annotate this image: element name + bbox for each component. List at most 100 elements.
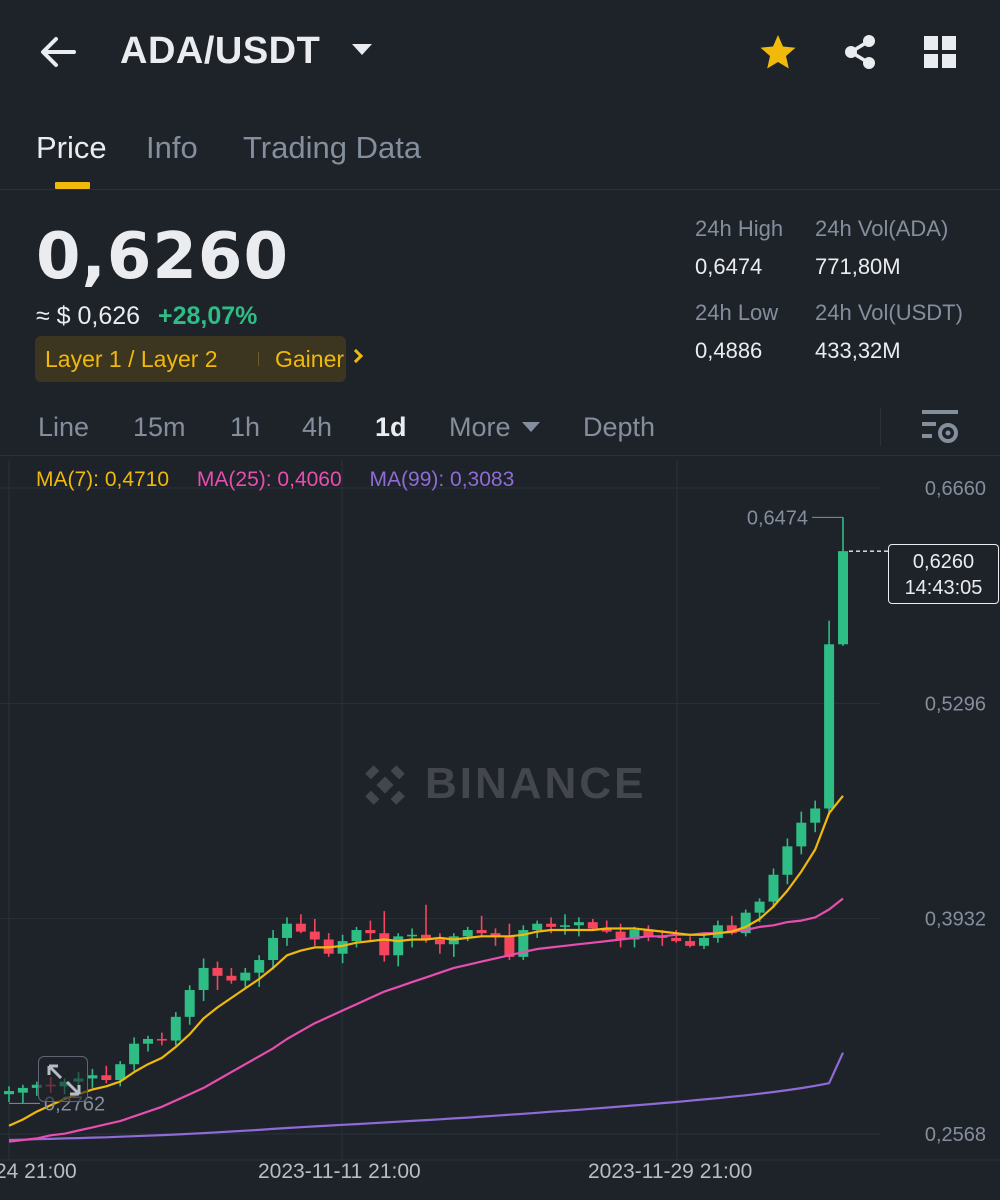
interval-more[interactable]: More — [449, 412, 511, 442]
ma99-line — [8, 1052, 845, 1142]
price-chart[interactable]: 0,6660 0,5296 0,3932 0,2568 -24 21:00 2023-11… — [0, 460, 1000, 1200]
low-value: 0,4886 — [695, 338, 763, 363]
candle-down — [685, 941, 696, 946]
candle-up — [796, 822, 807, 847]
last-price-tag: 0,6260 14:43:05 — [888, 544, 999, 604]
tags-chip[interactable]: Layer 1 / Layer 2 Gainer — [35, 336, 364, 382]
candle-up — [560, 925, 570, 927]
candle-up — [87, 1075, 98, 1079]
candle-down — [587, 922, 598, 929]
vol-quote-value: 433,32M — [815, 338, 901, 363]
tag-layer: Layer 1 / Layer 2 — [45, 346, 218, 372]
candle-up — [824, 644, 835, 809]
candle-down — [295, 923, 306, 932]
interval-bar: Line 15m 1h 4h 1d More Depth — [0, 400, 1000, 456]
candle-down — [379, 933, 390, 956]
candle-up — [393, 936, 404, 956]
price-axis-label: 0,2568 — [925, 1124, 986, 1146]
chart-settings-icon — [922, 410, 958, 443]
candle-down — [156, 1038, 167, 1041]
candle-down — [421, 934, 431, 940]
candle-up — [282, 923, 292, 938]
ma-lines-layer — [8, 795, 845, 1143]
high-marker-label: 0,6474 — [747, 507, 808, 529]
ma99-label: MA(99): 0,3083 — [369, 468, 515, 491]
interval-1d[interactable]: 1d — [375, 412, 407, 442]
candle-up — [129, 1043, 140, 1065]
candle-up — [198, 967, 209, 991]
price-change-percent: +28,07% — [158, 302, 258, 330]
candle-down — [490, 933, 501, 937]
ma-legend: MA(7): 0,4710 MA(25): 0,4060 MA(99): 0,3… — [36, 468, 536, 492]
ma7-line — [8, 795, 844, 1127]
pair-dropdown-icon[interactable] — [352, 44, 372, 55]
candle-up — [170, 1016, 181, 1041]
candle-up — [518, 930, 529, 957]
candle-up — [712, 925, 723, 938]
candle-up — [810, 808, 821, 823]
candle-up — [240, 972, 251, 981]
tab-info[interactable]: Info — [146, 130, 198, 165]
candle-up — [782, 846, 793, 875]
back-button[interactable] — [36, 30, 80, 74]
candle-down — [101, 1075, 112, 1081]
back-arrow-icon — [41, 37, 76, 67]
last-price: 0,6260 — [36, 220, 289, 294]
candle-up — [351, 930, 362, 942]
price-axis-label: 0,5296 — [925, 693, 986, 715]
interval-depth[interactable]: Depth — [583, 412, 656, 442]
interval-1h[interactable]: 1h — [230, 412, 261, 442]
candle-up — [4, 1091, 14, 1095]
favorite-button[interactable] — [756, 30, 800, 74]
candle-down — [434, 939, 445, 945]
candle-up — [838, 551, 848, 645]
grid-button[interactable] — [918, 30, 962, 74]
axis-labels-layer: 0,6660 0,5296 0,3932 0,2568 -24 21:00 2023-11… — [0, 478, 986, 1183]
candle-down — [309, 931, 320, 940]
high-label: 24h High — [695, 216, 784, 241]
interval-line[interactable]: Line — [38, 412, 90, 442]
star-icon — [760, 35, 796, 69]
candle-countdown: 14:43:05 — [904, 577, 983, 599]
ma25-label: MA(25): 0,4060 — [196, 468, 342, 491]
candle-up — [629, 930, 640, 940]
time-axis-label: -24 21:00 — [0, 1160, 77, 1183]
candle-down — [726, 925, 737, 934]
pair-title[interactable]: ADA/USDT — [120, 30, 321, 72]
candle-down — [643, 930, 654, 937]
vol-base-label: 24h Vol(ADA) — [815, 216, 949, 241]
interval-4h[interactable]: 4h — [302, 412, 333, 442]
share-button[interactable] — [838, 30, 882, 74]
top-bar: ADA/USDT — [0, 0, 1000, 104]
price-axis-label: 0,3932 — [925, 909, 986, 931]
active-tab-indicator — [55, 182, 90, 189]
share-icon — [845, 35, 875, 69]
candle-up — [17, 1087, 28, 1093]
candle-up — [337, 941, 348, 954]
candle-up — [699, 937, 709, 946]
time-axis-label: 2023-11-29 21:00 — [588, 1160, 752, 1183]
tag-divider — [258, 352, 259, 366]
candle-up — [407, 934, 418, 937]
tab-price[interactable]: Price — [36, 130, 107, 165]
candle-down — [476, 930, 487, 934]
candle-down — [212, 967, 223, 976]
last-price-tag-value: 0,6260 — [912, 551, 975, 573]
fullscreen-button[interactable] — [38, 1056, 88, 1102]
high-value: 0,6474 — [695, 254, 763, 279]
candle-up — [184, 990, 195, 1017]
interval-15m[interactable]: 15m — [133, 412, 186, 442]
candle-up — [254, 960, 265, 973]
candle-up — [268, 937, 279, 961]
candle-up — [115, 1064, 126, 1081]
ma25-line — [8, 897, 844, 1143]
more-caret-icon[interactable] — [522, 422, 540, 432]
watermark-text: BINANCE — [425, 759, 647, 808]
candle-down — [615, 931, 626, 940]
chart-settings-button[interactable] — [918, 406, 962, 450]
candle-down — [601, 928, 612, 932]
ma7-label: MA(7): 0,4710 — [36, 468, 170, 491]
candle-up — [31, 1084, 42, 1088]
usd-price: ≈ $ 0,626 — [36, 302, 141, 330]
tab-trading-data[interactable]: Trading Data — [243, 130, 422, 165]
